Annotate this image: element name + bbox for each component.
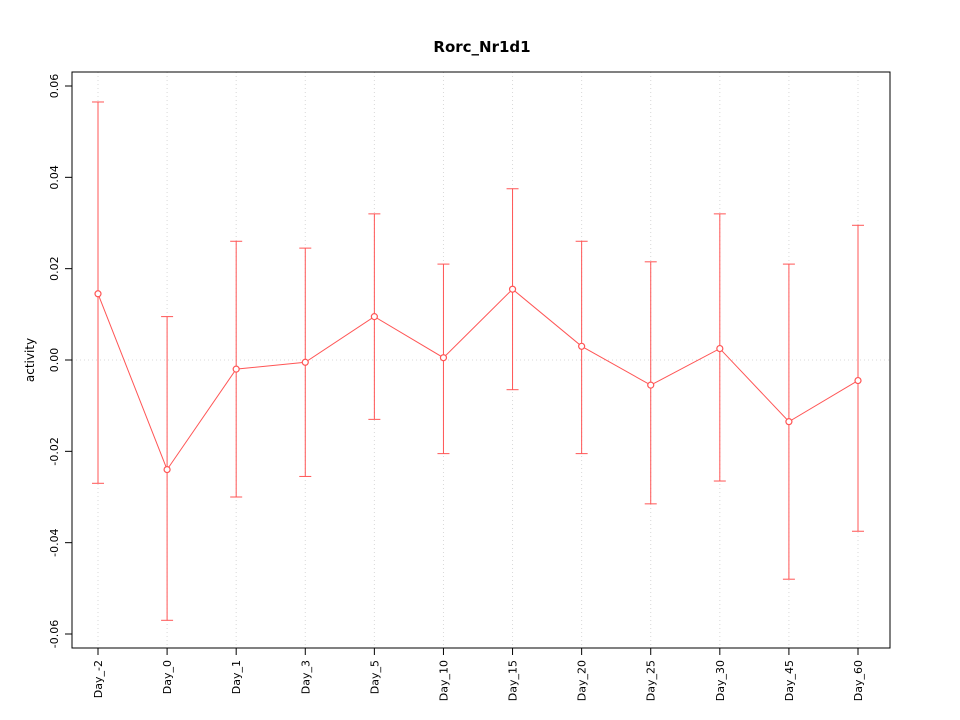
error-bars (92, 101, 864, 621)
x-tick-label: Day_-2 (92, 660, 105, 698)
data-point-marker (370, 313, 378, 321)
series-line (97, 288, 859, 471)
y-axis-label: activity (23, 337, 37, 383)
series-points (94, 285, 862, 474)
y-tick-label: -0.02 (48, 437, 61, 465)
data-point-marker (578, 342, 586, 350)
data-point-marker (785, 418, 793, 426)
x-tick-label: Day_45 (783, 660, 796, 701)
x-tick-label: Day_5 (368, 660, 381, 694)
x-tick-label: Day_10 (437, 660, 450, 701)
data-point-marker (301, 358, 309, 366)
gridlines (72, 72, 890, 648)
y-tick-label: -0.04 (48, 528, 61, 556)
data-point-marker (647, 381, 655, 389)
y-tick-label: 0.04 (48, 165, 61, 190)
x-tick-label: Day_15 (507, 660, 520, 701)
data-point-marker (163, 466, 171, 474)
x-tick-label: Day_1 (230, 660, 243, 694)
x-tick-label: Day_25 (645, 660, 658, 701)
y-tick-label: 0.00 (48, 348, 61, 373)
x-tick-label: Day_0 (161, 660, 174, 694)
x-tick-label: Day_3 (299, 660, 312, 694)
y-tick-label: 0.02 (48, 256, 61, 281)
data-point-marker (232, 365, 240, 373)
data-point-marker (439, 354, 448, 362)
x-tick-label: Day_60 (852, 660, 865, 701)
data-point-marker (508, 285, 517, 293)
axes: -0.06 -0.04 -0.02 0.00 0.02 0.04 0.06 Day_-2 Day… (48, 74, 865, 701)
data-point-marker (854, 376, 862, 385)
chart-title: Rorc_Nr1d1 (433, 38, 531, 56)
data-point-marker (716, 344, 724, 353)
x-tick-label: Day_20 (576, 660, 589, 701)
x-tick-label: Day_30 (714, 660, 727, 701)
y-tick-label: 0.06 (48, 74, 61, 99)
data-point-marker (94, 290, 102, 298)
y-tick-label: -0.06 (48, 620, 61, 648)
